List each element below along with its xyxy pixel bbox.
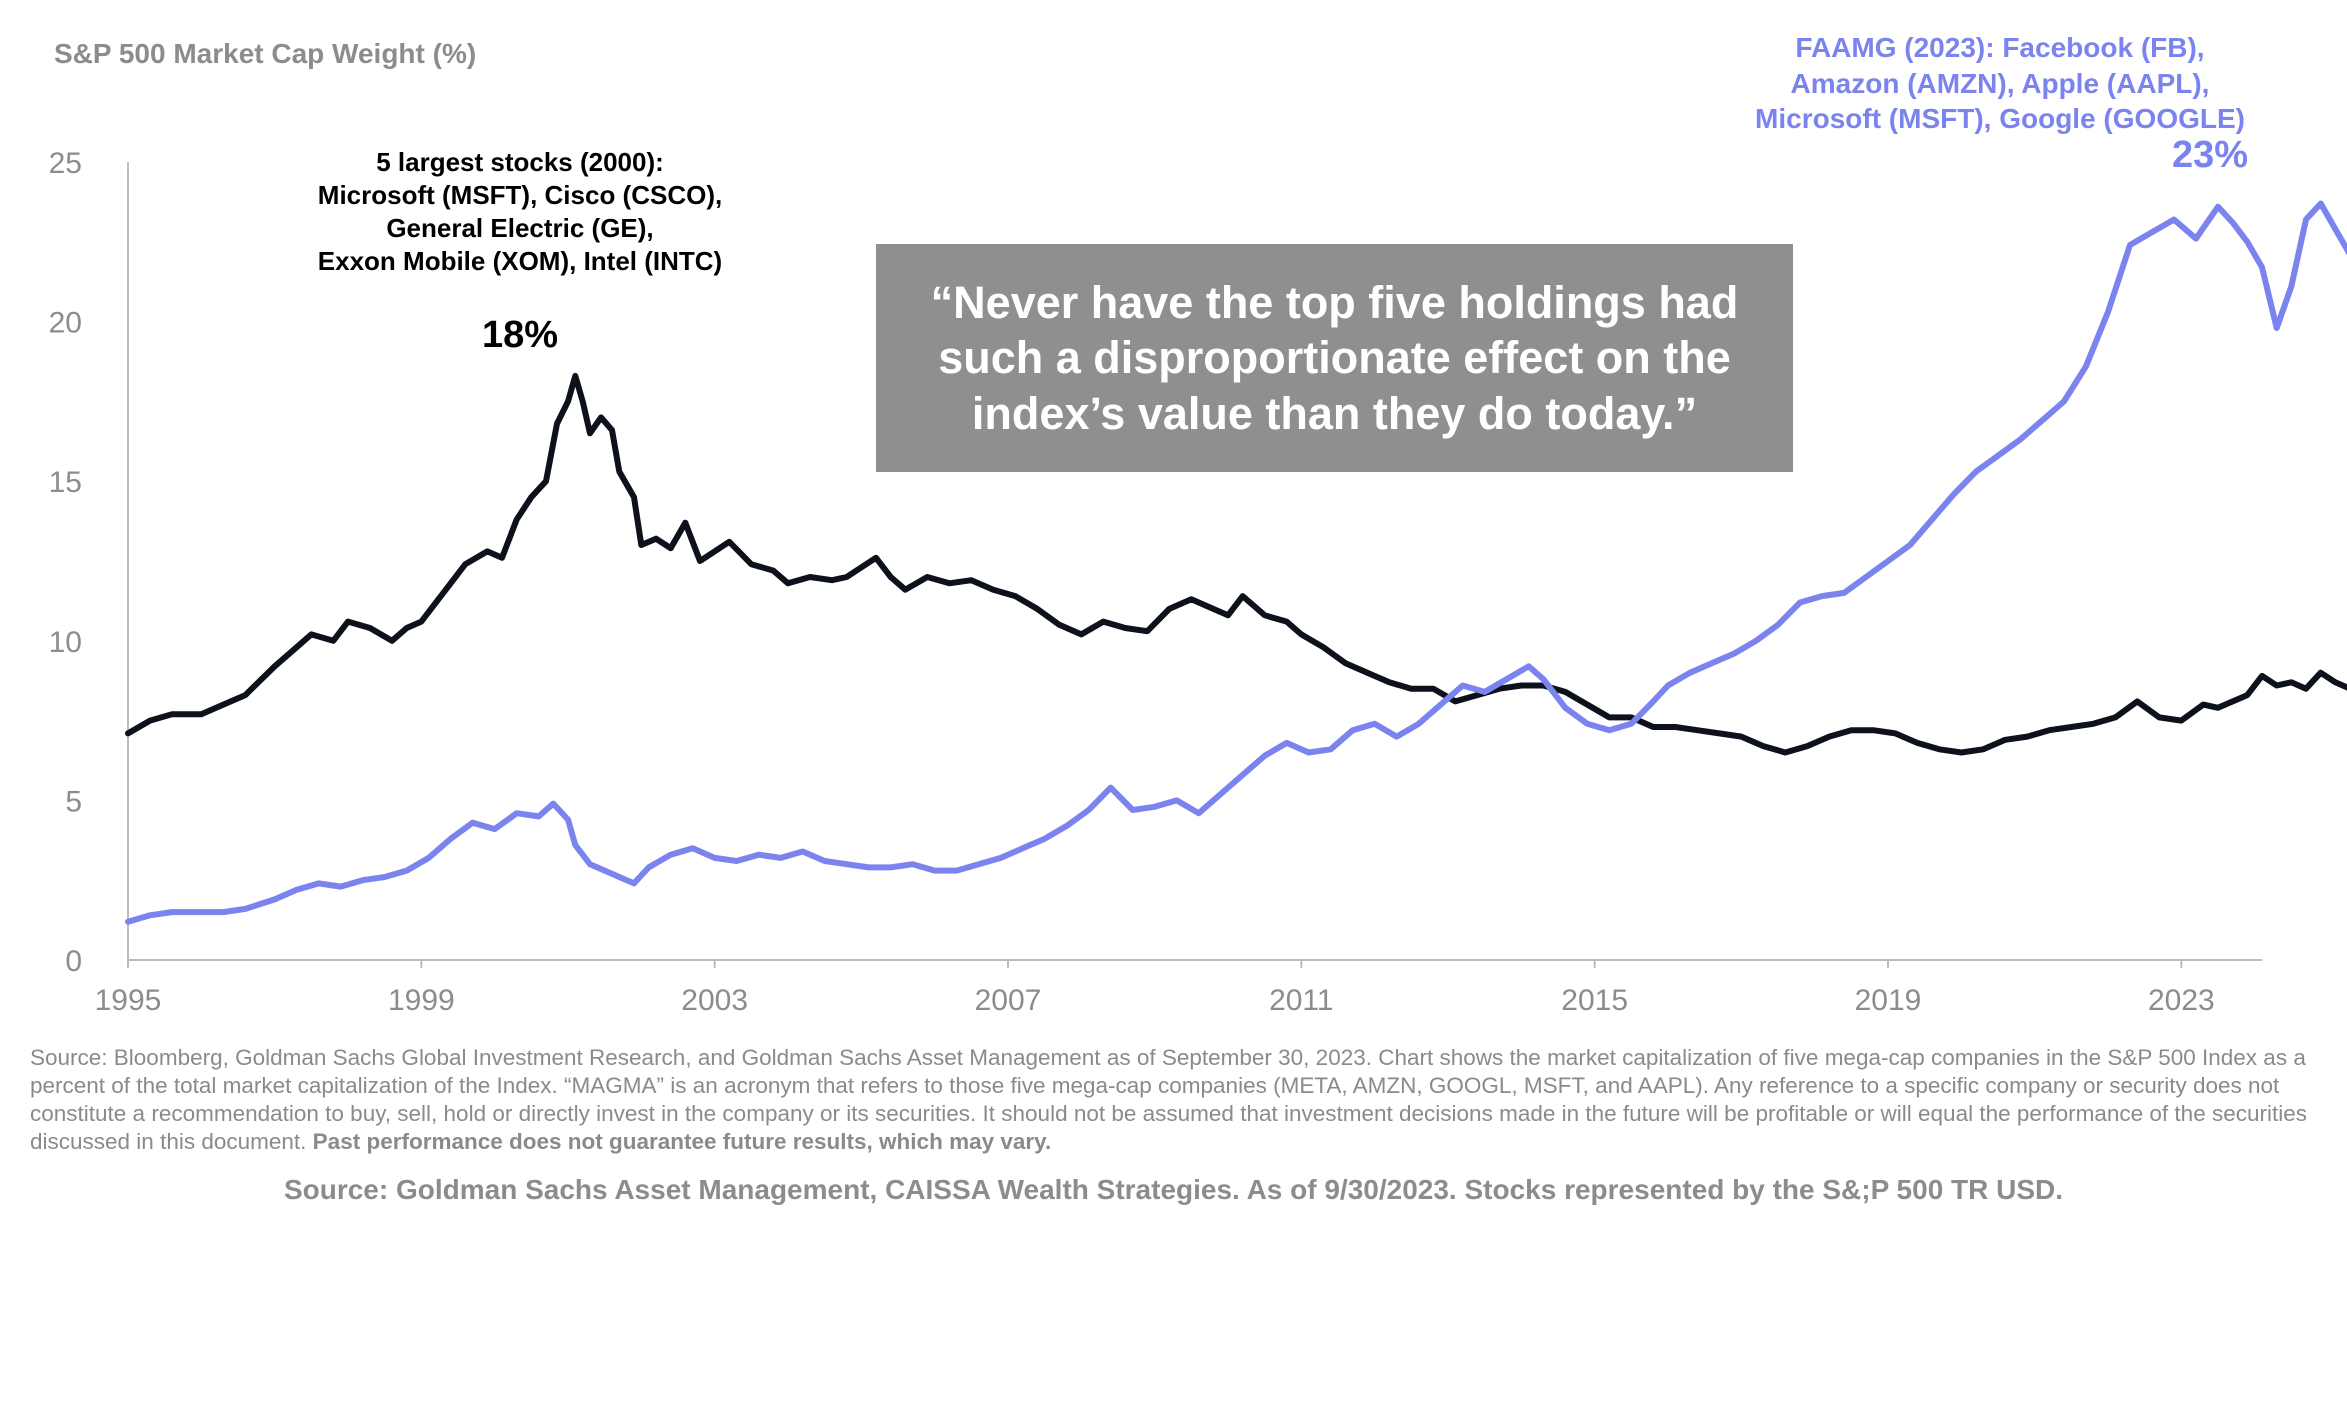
footnote-disclaimer: Past performance does not guarantee futu… (312, 1129, 1052, 1155)
annotation-2023-peak-value: 23% (2171, 134, 2249, 176)
x-tick-label: 2007 (975, 984, 1042, 1017)
source-line: Source: Goldman Sachs Asset Management, … (283, 1174, 2064, 1205)
series-layer (125, 200, 2347, 925)
x-tick-label: 1999 (388, 984, 455, 1017)
quote-text: “Never have the top five holdings had su… (930, 276, 1739, 439)
annotation-faamg-line: Microsoft (MSFT), Google (GOOGLE) (1755, 103, 2245, 135)
annotation-2000-line: Microsoft (MSFT), Cisco (CSCO), (317, 180, 723, 211)
x-tick-label: 2019 (1855, 984, 1922, 1017)
annotation-2000-peak-value: 18% (481, 314, 559, 356)
y-tick-label: 5 (65, 785, 82, 818)
y-tick-label: 15 (49, 466, 82, 499)
annotation-2000-line: 5 largest stocks (2000): (376, 147, 664, 177)
footnote-text: Source: Bloomberg, Goldman Sachs Global … (30, 1045, 2307, 1155)
y-axis-title: S&P 500 Market Cap Weight (%) (54, 38, 477, 69)
y-tick-label: 20 (49, 307, 82, 340)
series-line-top5-2000 (125, 372, 2347, 756)
y-tick-label: 10 (49, 626, 82, 659)
x-tick-label: 2023 (2148, 984, 2215, 1017)
x-tick-label: 2003 (681, 984, 748, 1017)
annotation-faamg-2023: FAAMG (2023): Facebook (FB), Amazon (AMZ… (1700, 30, 2300, 137)
annotation-faamg-line: FAAMG (2023): Facebook (FB), (1795, 32, 2205, 63)
y-tick-label: 25 (49, 147, 82, 180)
annotation-2000-stocks: 5 largest stocks (2000): Microsoft (MSFT… (265, 146, 775, 278)
y-tick-label: 0 (65, 945, 82, 978)
x-tick-label: 2011 (1269, 984, 1334, 1017)
quote-box: “Never have the top five holdings had su… (876, 244, 1793, 472)
line-chart: 0 5 10 15 20 25 1995 1999 2003 2007 2011 2015 2019 20… (49, 147, 2347, 1017)
chart-axes: 0 5 10 15 20 25 1995 1999 2003 2007 2011 2015 2019 20… (49, 147, 2262, 1017)
annotation-2000-line: Exxon Mobile (XOM), Intel (INTC) (317, 246, 723, 277)
x-tick-label: 1995 (95, 984, 162, 1017)
annotation-2000-line: General Electric (GE), (386, 213, 654, 244)
annotation-faamg-line: Amazon (AMZN), Apple (AAPL), (1790, 67, 2210, 99)
x-tick-label: 2015 (1561, 984, 1628, 1017)
series-line-faamg (125, 200, 2347, 925)
footnote: Source: Bloomberg, Goldman Sachs Global … (30, 1044, 2320, 1157)
